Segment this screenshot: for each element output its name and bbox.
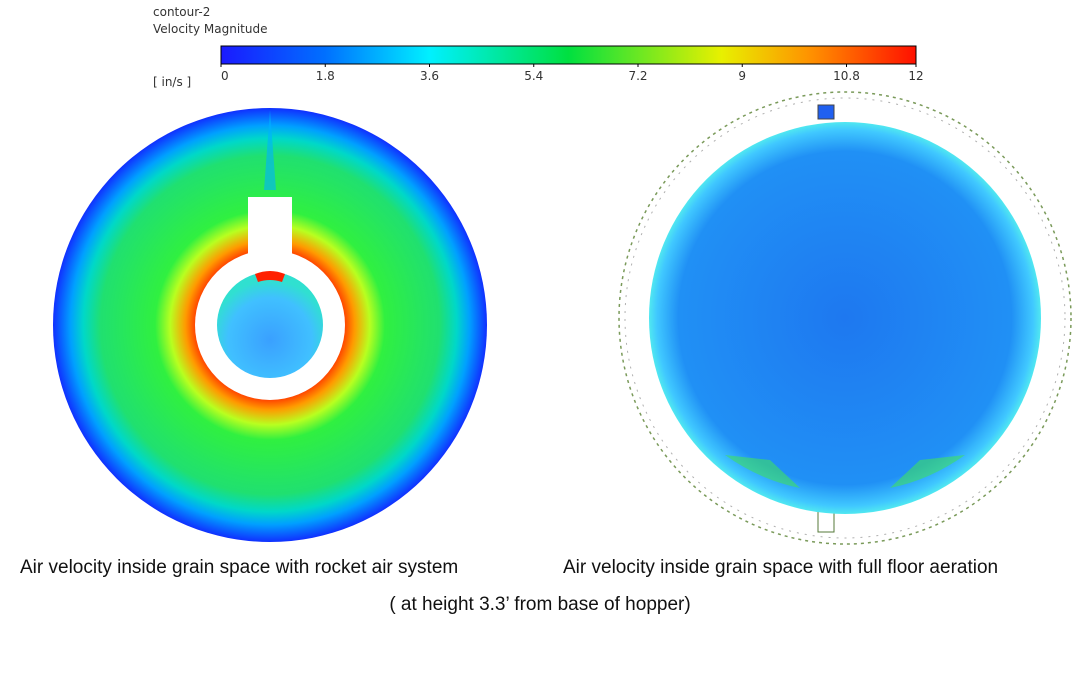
right-contour <box>618 91 1072 545</box>
colorbar-tick-label: 9 <box>738 69 746 83</box>
colorbar <box>220 45 917 65</box>
colorbar-ticks: 0 1.8 3.6 5.4 7.2 9 10.8 12 <box>220 64 924 83</box>
colorbar-tick-label: 12 <box>908 69 923 83</box>
caption-note: ( at height 3.3’ from base of hopper) <box>389 594 690 615</box>
colorbar-tick-label: 0 <box>221 69 229 83</box>
legend-quantity: Velocity Magnitude <box>153 22 267 36</box>
colorbar-tick-label: 1.8 <box>316 69 335 83</box>
colorbar-tick-label: 10.8 <box>833 69 860 83</box>
caption-left: Air velocity inside grain space with roc… <box>20 557 458 578</box>
legend-title: contour-2 <box>153 5 210 19</box>
colorbar-tick-label: 5.4 <box>524 69 543 83</box>
legend-unit: [ in/s ] <box>153 75 191 89</box>
colorbar-tick-label: 7.2 <box>628 69 647 83</box>
colorbar-tick-label: 3.6 <box>420 69 439 83</box>
left-contour <box>53 108 487 542</box>
caption-right: Air velocity inside grain space with ful… <box>563 557 998 578</box>
